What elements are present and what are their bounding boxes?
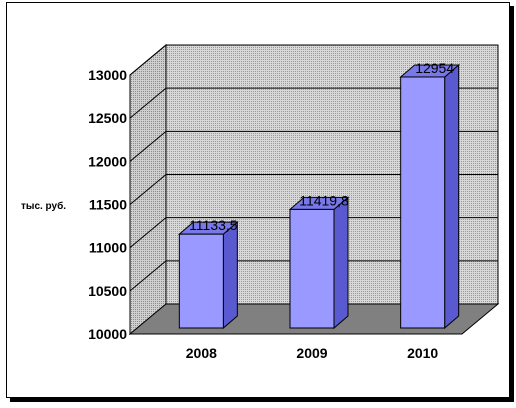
data-labels: 11133,5 11419,8 12954: [189, 60, 454, 233]
bar: [289, 208, 335, 329]
gridline: [129, 44, 498, 76]
y-axis-label: тыс. руб.: [21, 200, 66, 212]
x-category-label: 2008: [186, 345, 217, 361]
y-tick-label: 13000: [88, 67, 127, 83]
bar-side: [333, 196, 349, 330]
gridline: [129, 130, 498, 162]
gridline: [129, 217, 498, 249]
y-tick-label: 12000: [88, 153, 127, 169]
gridline: [129, 260, 498, 292]
x-category-label: 2009: [296, 345, 327, 361]
y-tick-label: 10000: [88, 326, 127, 342]
bar-side: [222, 221, 238, 330]
data-label: 12954: [415, 60, 454, 76]
data-label: 11133,5: [189, 217, 238, 233]
y-axis-ticks: 10000 10500 11000 11500 12000 12500 13000: [88, 67, 127, 342]
bar: [178, 233, 224, 329]
bar-chart: 10000 10500 11000 11500 12000 12500 13000 2008…: [21, 43, 500, 361]
x-category-label: 2010: [407, 345, 438, 361]
y-tick-label: 11500: [89, 197, 127, 213]
data-label: 11419,8: [299, 192, 349, 208]
y-tick-label: 11000: [89, 240, 127, 256]
gridline: [129, 87, 498, 119]
bar: [400, 76, 446, 329]
bars: [177, 63, 461, 330]
gridlines: [129, 44, 498, 292]
gridline: [129, 174, 498, 205]
y-tick-label: 10500: [88, 283, 127, 299]
chart-frame: 10000 10500 11000 11500 12000 12500 13000 2008…: [6, 2, 510, 398]
bar-side: [444, 63, 460, 330]
y-tick-label: 12500: [88, 110, 127, 126]
x-axis-categories: 2008 2009 2010: [186, 345, 439, 361]
